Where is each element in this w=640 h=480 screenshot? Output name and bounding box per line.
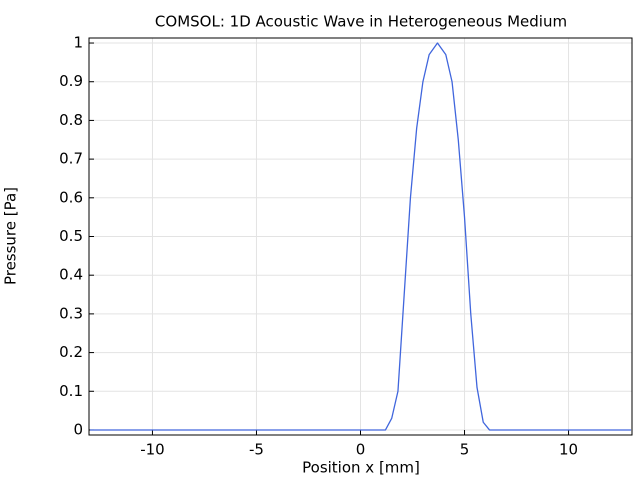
y-tick-label: 0.7 <box>59 150 83 168</box>
x-tick-label: -10 <box>140 441 165 459</box>
x-tick-label: -5 <box>249 441 264 459</box>
chart-title: COMSOL: 1D Acoustic Wave in Heterogeneou… <box>155 13 567 31</box>
y-axis-label: Pressure [Pa] <box>2 187 20 285</box>
y-tick-label: 0 <box>73 420 83 438</box>
y-tick-label: 0.9 <box>59 72 83 90</box>
y-tick-label: 0.6 <box>59 188 83 206</box>
x-axis-label: Position x [mm] <box>302 459 420 477</box>
y-tick-label: 0.1 <box>59 382 83 400</box>
x-tick-label: 5 <box>460 441 470 459</box>
y-tick-label: 0.4 <box>59 266 83 284</box>
plot-frame <box>88 37 633 436</box>
y-tick-label: 0.3 <box>59 304 83 322</box>
data-line <box>90 42 631 431</box>
x-tick-label: 10 <box>559 441 578 459</box>
y-tick-label: 1 <box>73 34 83 52</box>
y-tick-label: 0.2 <box>59 343 83 361</box>
y-tick-label: 0.5 <box>59 227 83 245</box>
y-tick-label: 0.8 <box>59 111 83 129</box>
x-tick-label: 0 <box>356 441 366 459</box>
